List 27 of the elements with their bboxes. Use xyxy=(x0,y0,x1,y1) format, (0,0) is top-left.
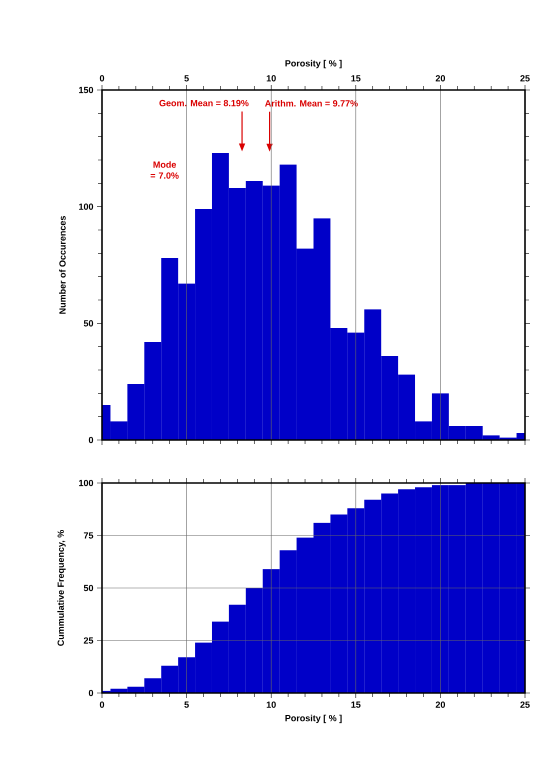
x-axis-title: Porosity [ % ] xyxy=(285,714,342,724)
x-tick-label: 10 xyxy=(266,702,276,708)
x-axis-title: Porosity [ % ] xyxy=(285,60,342,68)
y-axis-title: Cummulative Frequency, % xyxy=(57,530,66,646)
y-axis-title: Number of Occurences xyxy=(59,216,66,314)
x-tick-label: 25 xyxy=(520,702,530,708)
annotation: Geom. Mean = 8.19% xyxy=(159,100,249,106)
y-tick-label: 0 xyxy=(88,690,94,696)
y-tick-label: 100 xyxy=(79,480,94,486)
y-tick-label: 75 xyxy=(84,532,94,539)
annotation: Mode = 7.0% xyxy=(150,161,179,179)
x-tick-label: 20 xyxy=(436,75,446,82)
x-tick-label: 20 xyxy=(436,702,446,708)
y-tick-label: 50 xyxy=(84,584,94,592)
x-tick-label: 0 xyxy=(100,702,104,708)
y-tick-label: 100 xyxy=(79,203,94,210)
x-tick-label: 5 xyxy=(184,75,189,82)
y-tick-label: 50 xyxy=(84,320,94,327)
y-tick-label: 25 xyxy=(84,637,94,644)
x-tick-label: 10 xyxy=(266,75,276,82)
x-tick-label: 15 xyxy=(351,702,361,708)
y-tick-label: 150 xyxy=(79,86,94,94)
y-tick-label: 0 xyxy=(88,436,94,444)
x-tick-label: 15 xyxy=(351,75,361,82)
x-tick-label: 5 xyxy=(184,702,189,708)
x-tick-label: 25 xyxy=(520,75,530,82)
x-tick-label: 0 xyxy=(100,75,104,82)
